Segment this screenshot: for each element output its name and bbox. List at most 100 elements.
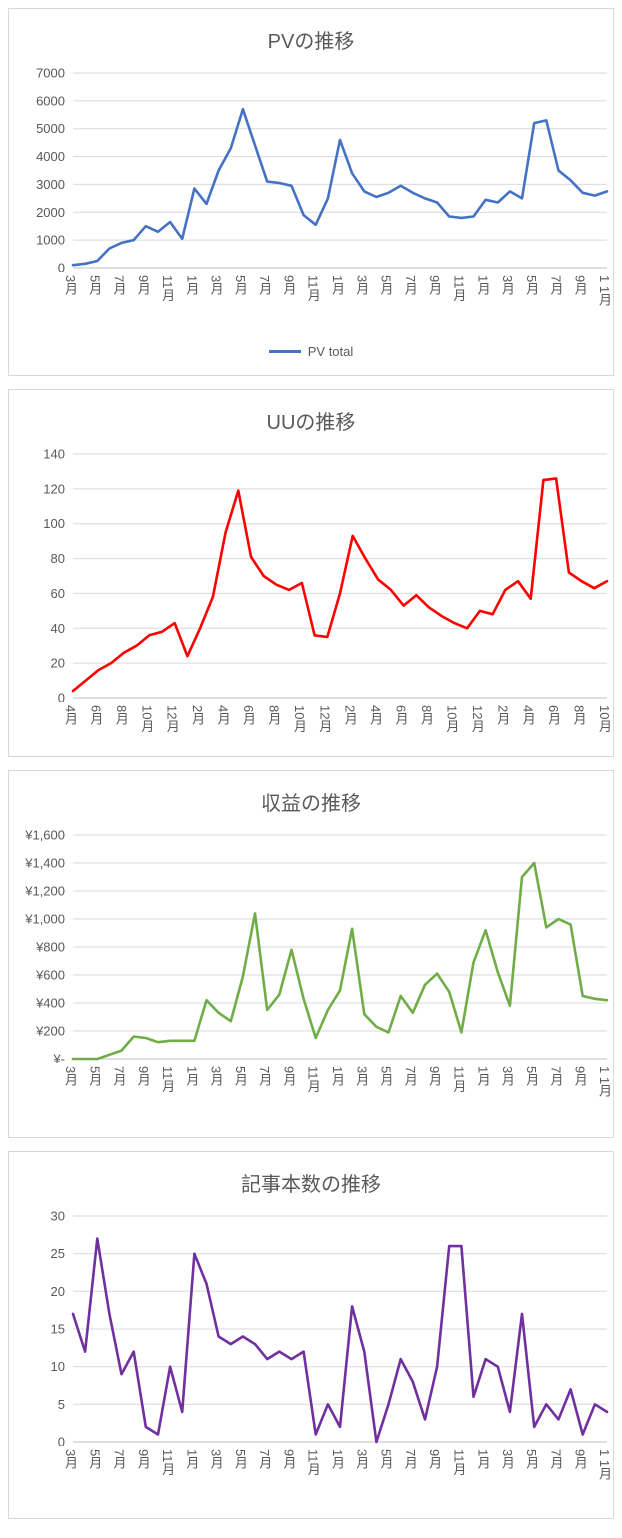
x-axis-label: 9月 <box>135 275 151 296</box>
uu-chart-title: UUの推移 <box>266 412 356 434</box>
pv-chart-plot: 0 1000 2000 3000 4000 5000 6000 7000 3月 5月 7月 9月 11… <box>17 64 612 332</box>
uu-chart-plot: 0 20 40 60 80 100 120 140 4月 6月 8月 10月 12月 2月 4月 6月 8月 1… <box>17 445 612 756</box>
pv-chart-legend: PV total <box>17 344 605 359</box>
x-axis-label: 7月 <box>402 275 418 296</box>
x-axis-label: 4月 <box>215 705 231 726</box>
x-axis-label: 11月 <box>305 1449 321 1476</box>
x-axis-label: 1 1月 <box>597 275 612 307</box>
x-axis-label: 6月 <box>546 705 562 726</box>
x-axis-label: 12月 <box>469 705 485 733</box>
x-axis-label: 5月 <box>232 275 248 296</box>
x-axis-label: 3月 <box>208 1449 224 1470</box>
revenue-chart-plot: ¥- ¥200 ¥400 ¥600 ¥800 ¥1,000 ¥1,200 ¥1,400 ¥1,6… <box>17 826 612 1123</box>
x-axis-label: 4月 <box>368 705 384 726</box>
y-axis-label: 1000 <box>36 233 65 248</box>
y-axis-label: ¥1,000 <box>24 912 65 927</box>
y-axis-label: 7000 <box>36 66 65 81</box>
x-axis-label: 11月 <box>305 1066 321 1093</box>
x-axis-label: 11月 <box>160 275 176 302</box>
x-axis-label: 7月 <box>111 275 127 296</box>
pv-legend-label: PV total <box>307 344 354 359</box>
x-axis-label: 6月 <box>241 705 256 726</box>
x-axis-label: 2月 <box>342 705 358 726</box>
x-axis-label: 5月 <box>378 1449 394 1470</box>
x-axis-label: 3月 <box>354 1066 370 1087</box>
x-axis-label: 11月 <box>451 275 467 302</box>
y-axis-label: ¥1,400 <box>24 856 65 871</box>
y-axis-label: 25 <box>51 1246 65 1261</box>
y-axis-label: ¥800 <box>35 940 65 955</box>
x-axis-label: 3月 <box>63 275 78 296</box>
x-axis-label: 3月 <box>63 1449 78 1470</box>
x-axis-label: 11月 <box>160 1449 176 1476</box>
x-axis-label: 1月 <box>184 275 200 296</box>
data-series-line <box>71 477 609 693</box>
y-axis-label: 4000 <box>36 149 65 164</box>
x-axis-label: 5月 <box>232 1066 248 1087</box>
x-axis-label: 7月 <box>257 1449 273 1470</box>
x-axis-label: 10月 <box>444 705 460 733</box>
uu-chart-panel: UUの推移 0 20 40 60 80 100 120 140 4月 6月 8月 10月 12月 2月 4… <box>8 389 614 757</box>
y-axis-label: 5 <box>58 1397 65 1412</box>
x-axis-label: 1月 <box>184 1066 200 1087</box>
data-series-line <box>71 861 609 1061</box>
y-axis-label: 5000 <box>36 121 65 136</box>
x-axis-label: 11月 <box>160 1066 176 1093</box>
y-axis-label: 2000 <box>36 205 65 220</box>
x-axis-label: 9月 <box>281 1066 297 1087</box>
x-axis-label: 7月 <box>548 275 564 296</box>
x-axis-label: 7月 <box>111 1066 127 1087</box>
x-axis-label: 7月 <box>257 275 273 296</box>
x-axis-label: 1月 <box>475 1449 491 1470</box>
x-axis-label: 7月 <box>548 1066 564 1087</box>
revenue-chart-panel: 収益の推移 ¥- ¥200 ¥400 ¥600 ¥800 ¥1,000 ¥1,200 ¥1,4… <box>8 770 614 1138</box>
x-axis-label: 4月 <box>63 705 78 726</box>
x-axis-label: 9月 <box>427 1066 443 1087</box>
y-axis-label: ¥200 <box>35 1024 65 1039</box>
y-axis-label: 0 <box>58 691 65 703</box>
revenue-line-chart: ¥- ¥200 ¥400 ¥600 ¥800 ¥1,000 ¥1,200 ¥1,400 ¥1,6… <box>24 828 609 1063</box>
y-axis-label: 80 <box>51 551 65 566</box>
article-count-chart-panel: 記事本数の推移 0 5 10 15 20 25 30 3月 5月 7月 9月 11月 1月 3月 5月 7月… <box>8 1151 614 1519</box>
x-axis-label: 11月 <box>305 275 321 302</box>
data-series-line <box>71 107 609 267</box>
x-axis-label: 12月 <box>317 705 333 733</box>
article-count-line-chart: 0 5 10 15 20 25 30 <box>51 1209 609 1447</box>
pv-legend-line-swatch <box>268 350 301 353</box>
y-axis-label: 100 <box>43 516 65 531</box>
x-axis-label: 3月 <box>499 1449 515 1470</box>
x-axis-label: 7月 <box>402 1449 418 1470</box>
x-axis-label: 1月 <box>330 275 345 296</box>
x-axis-label: 5月 <box>87 1449 103 1470</box>
data-series-line <box>71 1237 609 1444</box>
x-axis-label: 1月 <box>330 1066 345 1087</box>
y-axis-label: 30 <box>51 1209 65 1224</box>
x-axis-label: 11月 <box>451 1449 467 1476</box>
x-axis-label: 8月 <box>419 705 434 726</box>
x-axis-label: 1 1月 <box>597 1449 612 1481</box>
y-axis-label: ¥1,600 <box>24 828 65 843</box>
article-count-chart-title: 記事本数の推移 <box>241 1174 381 1196</box>
y-axis-label: 10 <box>51 1359 65 1374</box>
x-axis-label: 3月 <box>499 1066 515 1087</box>
x-axis-label: 8月 <box>266 705 282 726</box>
y-axis-label: 0 <box>58 1435 65 1447</box>
x-axis-label: 3月 <box>208 275 224 296</box>
x-axis-label: 9月 <box>572 1066 588 1087</box>
y-axis-label: 20 <box>51 1284 65 1299</box>
x-axis-label: 7月 <box>402 1066 418 1087</box>
pv-line-chart: 0 1000 2000 3000 4000 5000 6000 7000 <box>36 66 609 273</box>
y-axis-label: 140 <box>43 447 65 462</box>
article-count-chart-plot: 0 5 10 15 20 25 30 3月 5月 7月 9月 11月 1月 3月 5月 7月 9月 11月 1月 3… <box>17 1207 612 1506</box>
x-axis-label: 5月 <box>378 275 394 296</box>
x-axis-label: 5月 <box>232 1449 248 1470</box>
x-axis-label: 3月 <box>354 1449 370 1470</box>
revenue-chart-title: 収益の推移 <box>261 793 361 815</box>
x-axis-label: 12月 <box>164 705 180 733</box>
x-axis-label: 1 1月 <box>597 1066 612 1098</box>
y-axis-label: 60 <box>51 586 65 601</box>
x-axis-label: 5月 <box>524 1066 540 1087</box>
y-axis-label: ¥1,200 <box>24 884 65 899</box>
x-axis-label: 9月 <box>427 1449 443 1470</box>
y-axis-label: 0 <box>58 261 65 273</box>
